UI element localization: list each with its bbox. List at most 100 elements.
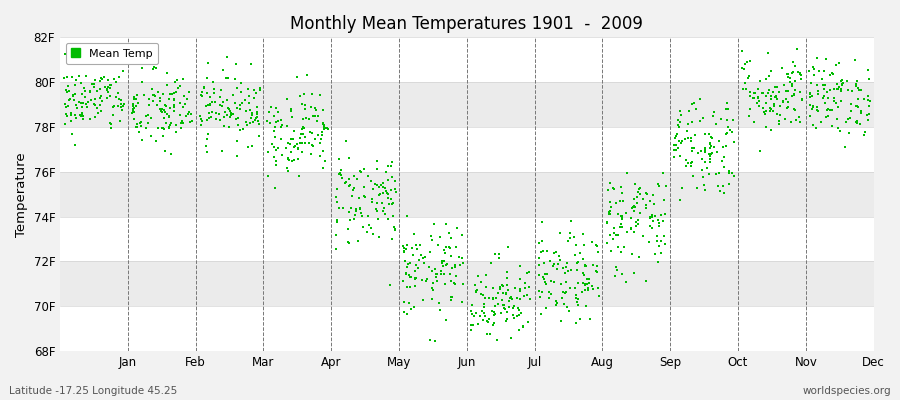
Point <box>518 285 532 292</box>
Point <box>644 222 658 229</box>
Point <box>543 258 557 264</box>
Point <box>487 320 501 326</box>
Point <box>285 136 300 142</box>
Point <box>169 128 184 135</box>
Point <box>294 101 309 108</box>
Point <box>439 262 454 268</box>
Point <box>697 115 711 122</box>
Point <box>761 90 776 96</box>
Point <box>434 270 448 277</box>
Point <box>577 272 591 278</box>
Point <box>787 92 801 98</box>
Point <box>831 124 845 131</box>
Point <box>131 100 146 106</box>
Point <box>217 123 231 129</box>
Point <box>768 84 782 90</box>
Point <box>518 280 532 286</box>
Point <box>376 190 391 197</box>
Point <box>591 292 606 299</box>
Point <box>659 183 673 189</box>
Point <box>705 135 719 142</box>
Point <box>611 244 625 250</box>
Point <box>860 97 875 104</box>
Point <box>720 117 734 123</box>
Point <box>613 224 627 230</box>
Point <box>806 102 821 109</box>
Point <box>795 96 809 102</box>
Point <box>507 304 521 311</box>
Point <box>782 74 796 81</box>
Point <box>238 97 252 103</box>
Point <box>436 262 450 269</box>
Point <box>62 97 77 104</box>
Point <box>670 145 685 152</box>
Point <box>501 304 516 310</box>
Point <box>217 109 231 116</box>
Point <box>806 93 820 100</box>
Point <box>295 126 310 132</box>
Point <box>644 225 659 232</box>
Point <box>467 282 482 288</box>
Point <box>656 169 670 176</box>
Point <box>400 242 414 248</box>
Point <box>341 239 356 245</box>
Point <box>704 150 718 157</box>
Point <box>734 65 749 72</box>
Point <box>487 312 501 318</box>
Point <box>616 198 630 204</box>
Point <box>516 323 530 329</box>
Point <box>549 249 563 256</box>
Point <box>201 135 215 142</box>
Point <box>127 104 141 111</box>
Point <box>687 144 701 151</box>
Point <box>553 253 567 260</box>
Point <box>835 80 850 86</box>
Point <box>127 116 141 122</box>
Point <box>331 205 346 211</box>
Point <box>667 147 681 154</box>
Point <box>268 185 283 191</box>
Point <box>292 140 307 146</box>
Point <box>840 78 854 84</box>
Point <box>806 66 821 72</box>
Point <box>554 281 568 287</box>
Point <box>480 330 494 337</box>
Point <box>141 102 156 108</box>
Point <box>536 219 550 225</box>
Point <box>521 318 535 325</box>
Point <box>443 270 457 277</box>
Point <box>177 93 192 100</box>
Point <box>78 88 93 94</box>
Point <box>469 288 483 294</box>
Point <box>68 142 82 148</box>
Point <box>112 96 126 102</box>
Point <box>96 74 111 80</box>
Point <box>793 71 807 78</box>
Point <box>576 270 590 276</box>
Point <box>540 271 554 278</box>
Point <box>400 310 414 317</box>
Point <box>287 157 302 163</box>
Point <box>229 116 243 122</box>
Point <box>523 296 537 302</box>
Point <box>805 106 819 112</box>
Point <box>226 111 240 118</box>
Point <box>698 158 713 165</box>
Point <box>142 96 157 102</box>
Point <box>160 111 175 117</box>
Point <box>475 308 490 314</box>
Point <box>772 103 787 109</box>
Point <box>536 248 551 254</box>
Point <box>87 114 102 120</box>
Point <box>168 88 183 95</box>
Point <box>158 102 172 108</box>
Point <box>684 160 698 166</box>
Point <box>253 87 267 94</box>
Point <box>506 312 520 318</box>
Point <box>600 240 615 246</box>
Point <box>169 122 184 128</box>
Point <box>247 95 261 101</box>
Point <box>308 105 322 112</box>
Point <box>149 137 164 144</box>
Point <box>194 91 208 98</box>
